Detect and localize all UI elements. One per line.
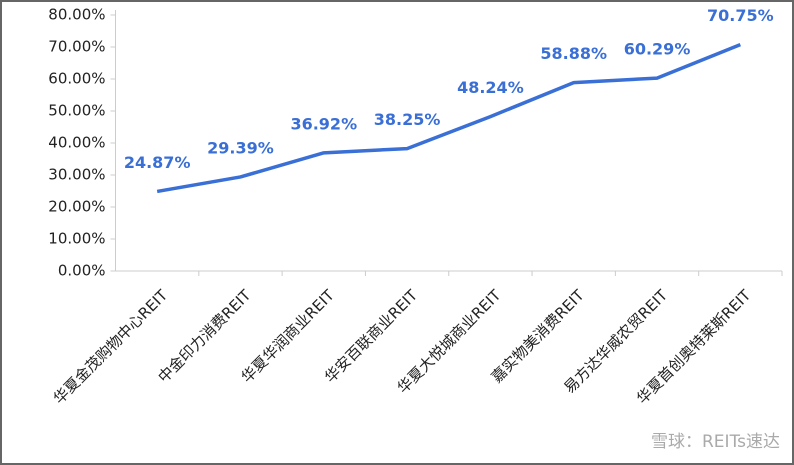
y-tick-label: 0.00%: [58, 262, 106, 280]
y-tick-label: 20.00%: [48, 198, 105, 216]
value-label: 24.87%: [124, 153, 191, 172]
y-tick-label: 10.00%: [48, 230, 105, 248]
y-tick-label: 80.00%: [48, 6, 105, 24]
series-line: [156, 42, 741, 194]
value-label: 70.75%: [707, 6, 774, 25]
value-label: 48.24%: [457, 78, 524, 97]
value-label: 29.39%: [207, 138, 274, 157]
value-label: 60.29%: [624, 40, 691, 59]
value-label: 36.92%: [290, 114, 357, 133]
y-tick-label: 50.00%: [48, 102, 105, 120]
watermark: 雪球：REITs速达: [651, 432, 780, 452]
value-label: 38.25%: [374, 110, 441, 129]
y-tick-label: 60.00%: [48, 70, 105, 88]
value-label: 58.88%: [540, 44, 607, 63]
y-tick-label: 30.00%: [48, 166, 105, 184]
y-tick-label: 70.00%: [48, 38, 105, 56]
y-tick-label: 40.00%: [48, 134, 105, 152]
